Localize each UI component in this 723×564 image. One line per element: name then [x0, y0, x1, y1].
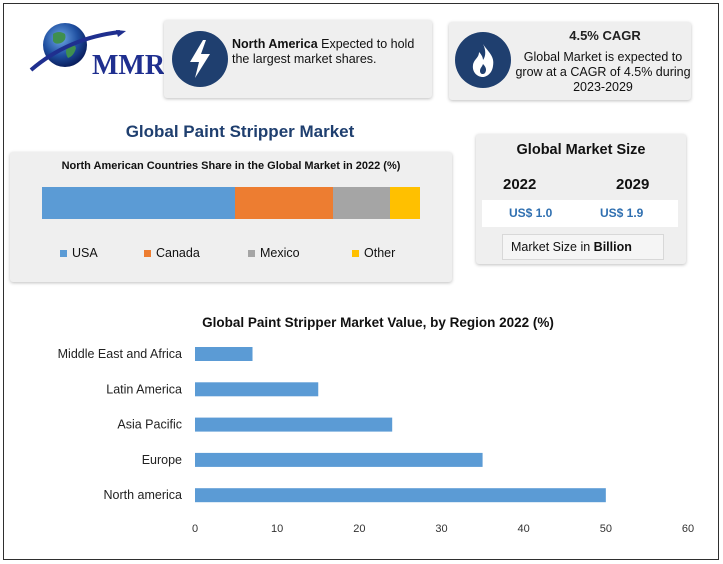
x-tick-label: 20 [353, 523, 365, 535]
bar [195, 347, 253, 361]
region-bar-chart: Global Paint Stripper Market Value, by R… [58, 315, 695, 535]
market-size-year-start: 2022 [503, 176, 537, 193]
bar [195, 417, 393, 432]
market-size-title: Global Market Size [516, 142, 646, 158]
market-size-values: US$ 1.0 US$ 1.9 [482, 200, 678, 227]
share-legend: USA Canada Mexico Other [60, 246, 440, 260]
market-size-value-start: US$ 1.0 [509, 206, 553, 220]
legend-item-canada: Canada [144, 246, 248, 260]
x-tick-label: 40 [518, 523, 530, 535]
share-segment-other [389, 187, 420, 219]
x-tick-label: 60 [682, 523, 694, 535]
share-segment-canada [234, 187, 334, 219]
x-tick-label: 50 [600, 523, 612, 535]
legend-swatch [60, 249, 67, 257]
category-label: North america [104, 488, 183, 502]
logo: MMR [28, 20, 165, 81]
legend-swatch [352, 249, 359, 257]
cagr-text: Global Market is expected to grow at a C… [515, 50, 691, 94]
north-america-share-card: North American Countries Share in the Gl… [10, 152, 452, 282]
share-segment-usa [42, 187, 235, 219]
x-tick-label: 0 [192, 523, 198, 535]
share-segment-mexico [333, 187, 390, 219]
share-stacked-bar [42, 187, 420, 219]
legend-swatch [144, 249, 151, 257]
legend-label: Canada [156, 246, 200, 260]
infographic-frame [3, 3, 719, 560]
cagr-highlight-card: 4.5% CAGR Global Market is expected to g… [449, 22, 691, 100]
market-size-note-prefix: Market Size in [511, 240, 594, 254]
legend-label: USA [72, 246, 98, 260]
bar [195, 452, 483, 467]
main-title: Global Paint Stripper Market [125, 122, 355, 141]
category-label: Asia Pacific [117, 418, 182, 432]
north-america-highlight-bold: North America [232, 37, 318, 51]
globe-icon [29, 23, 126, 72]
market-size-value-end: US$ 1.9 [600, 206, 644, 220]
bar [195, 382, 319, 397]
cagr-title: 4.5% CAGR [569, 28, 641, 43]
north-america-highlight-card: North America Expected to hold the large… [164, 20, 432, 98]
category-label: Europe [142, 453, 182, 467]
category-label: Latin America [106, 382, 182, 396]
lightning-icon [172, 31, 228, 87]
share-chart-title: North American Countries Share in the Gl… [61, 160, 401, 172]
legend-item-usa: USA [60, 246, 144, 260]
north-america-highlight-text: North America Expected to hold the large… [232, 37, 432, 67]
market-size-year-end: 2029 [616, 176, 650, 193]
legend-item-mexico: Mexico [248, 246, 352, 260]
legend-label: Mexico [260, 246, 300, 260]
x-tick-label: 30 [435, 523, 447, 535]
market-size-card: Global Market Size 2022 2029 US$ 1.0 US$… [476, 134, 686, 264]
region-chart-title: Global Paint Stripper Market Value, by R… [202, 315, 554, 330]
logo-text: MMR [92, 50, 166, 81]
flame-icon [455, 32, 511, 88]
north-america-highlight-rest: Expected to hold the largest market shar… [232, 37, 415, 66]
x-tick-label: 10 [271, 523, 283, 535]
legend-label: Other [364, 246, 396, 260]
market-size-note: Market Size in Billion [502, 234, 664, 260]
legend-item-other: Other [352, 246, 422, 260]
legend-swatch [248, 249, 255, 257]
bar [195, 488, 606, 503]
market-size-note-unit: Billion [593, 240, 632, 254]
category-label: Middle East and Africa [58, 347, 182, 361]
